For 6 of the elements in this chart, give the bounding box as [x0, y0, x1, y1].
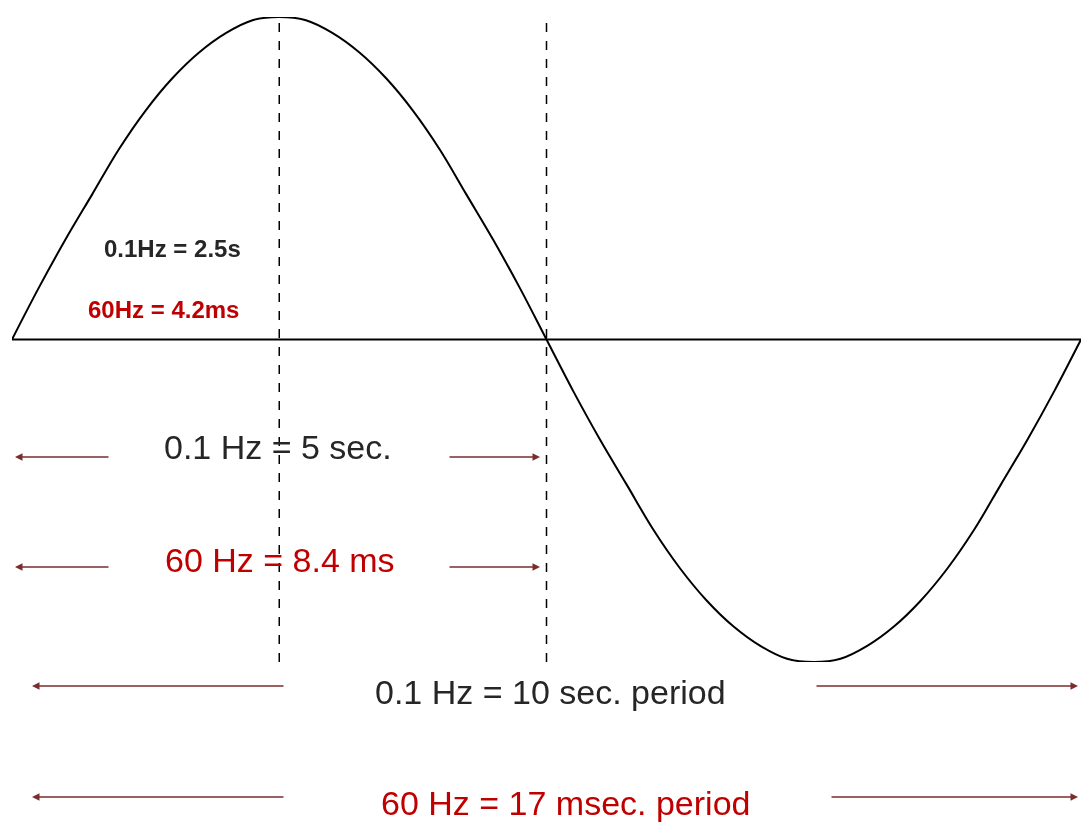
text: 0.1 Hz = 10 sec. period	[375, 673, 726, 711]
annotation: 60Hz = 4.2ms	[88, 296, 240, 323]
annotation: 60 Hz = 8.4 ms	[165, 541, 395, 579]
annotation: 0.1Hz = 2.5s	[104, 235, 241, 262]
annotation: 0.1 Hz = 5 sec.	[164, 428, 392, 466]
text: 60 Hz = 17 msec. period	[381, 784, 751, 822]
